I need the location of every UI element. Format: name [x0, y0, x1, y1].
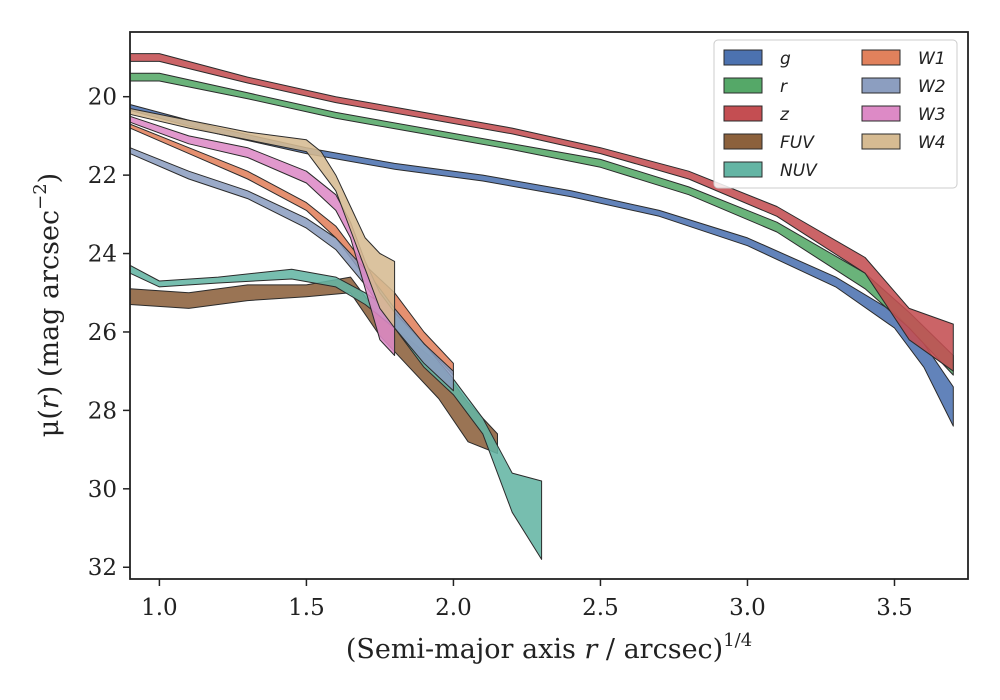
- x-axis-title-exponent: 1/4: [723, 630, 752, 651]
- x-tick-label: 2.5: [582, 595, 619, 621]
- x-tick-label: 1.0: [141, 595, 178, 621]
- y-axis-title-prefix: μ(: [34, 409, 65, 437]
- legend-label-w1: W1: [918, 49, 946, 69]
- legend-swatch-w4: [861, 133, 901, 150]
- legend-label-nuv: NUV: [780, 161, 818, 181]
- y-tick-label: 20: [88, 85, 117, 111]
- band-g: [129, 104, 954, 427]
- legend-swatch-w2: [861, 77, 901, 94]
- y-axis-title-suffix: ): [34, 173, 65, 184]
- y-tick-label: 30: [88, 477, 117, 503]
- band-group: [129, 53, 954, 560]
- legend-label-w4: W4: [918, 133, 946, 153]
- band-w4: [129, 108, 396, 329]
- band-w2: [129, 147, 454, 392]
- y-tick-label: 28: [88, 398, 117, 424]
- band-w1: [129, 123, 454, 376]
- legend-label-g: g: [780, 49, 791, 69]
- legend-label-fuv: FUV: [780, 133, 815, 153]
- x-tick-label: 3.0: [729, 595, 766, 621]
- legend-swatch-r: [723, 77, 763, 94]
- y-tick-label: 24: [88, 242, 117, 268]
- x-tick-label: 3.5: [876, 595, 913, 621]
- x-axis: 1.0 1.5 2.0 2.5 3.0 3.5: [141, 579, 913, 621]
- legend: grz FUV NUV W1 W2 W3 W4: [713, 39, 958, 189]
- y-axis-title-var: r: [34, 394, 65, 409]
- legend-swatch-w1: [861, 49, 901, 66]
- x-axis-title: (Semi-major axis r / arcsec)1/4: [346, 630, 752, 665]
- y-axis-title-exponent: −2: [30, 183, 51, 210]
- legend-label-z: z: [779, 105, 790, 125]
- y-tick-label: 32: [88, 555, 117, 581]
- x-axis-title-prefix: (Semi-major axis: [346, 634, 585, 665]
- y-tick-label: 26: [88, 320, 117, 346]
- legend-swatch-w3: [861, 105, 901, 122]
- y-axis-title-mid: ) (mag arcsec: [34, 210, 65, 396]
- plot-frame: [129, 31, 969, 580]
- x-tick-label: 1.5: [288, 595, 325, 621]
- legend-swatch-fuv: [723, 133, 763, 150]
- legend-frame: [713, 39, 958, 189]
- legend-label-w3: W3: [918, 105, 946, 125]
- x-tick-label: 2.0: [435, 595, 472, 621]
- x-axis-title-suffix: / arcsec): [597, 634, 723, 665]
- y-axis-title: μ(r) (mag arcsec−2): [30, 173, 65, 437]
- legend-label-r: r: [780, 77, 788, 97]
- legend-swatch-g: [723, 49, 763, 66]
- band-nuv: [129, 264, 543, 560]
- y-axis: 20 22 24 26 28 30 32: [88, 85, 130, 581]
- legend-swatch-z: [723, 105, 763, 122]
- legend-swatch-nuv: [723, 161, 763, 178]
- legend-label-w2: W2: [918, 77, 946, 97]
- band-z: [129, 53, 954, 372]
- x-axis-title-var: r: [584, 634, 599, 665]
- y-tick-label: 22: [88, 163, 117, 189]
